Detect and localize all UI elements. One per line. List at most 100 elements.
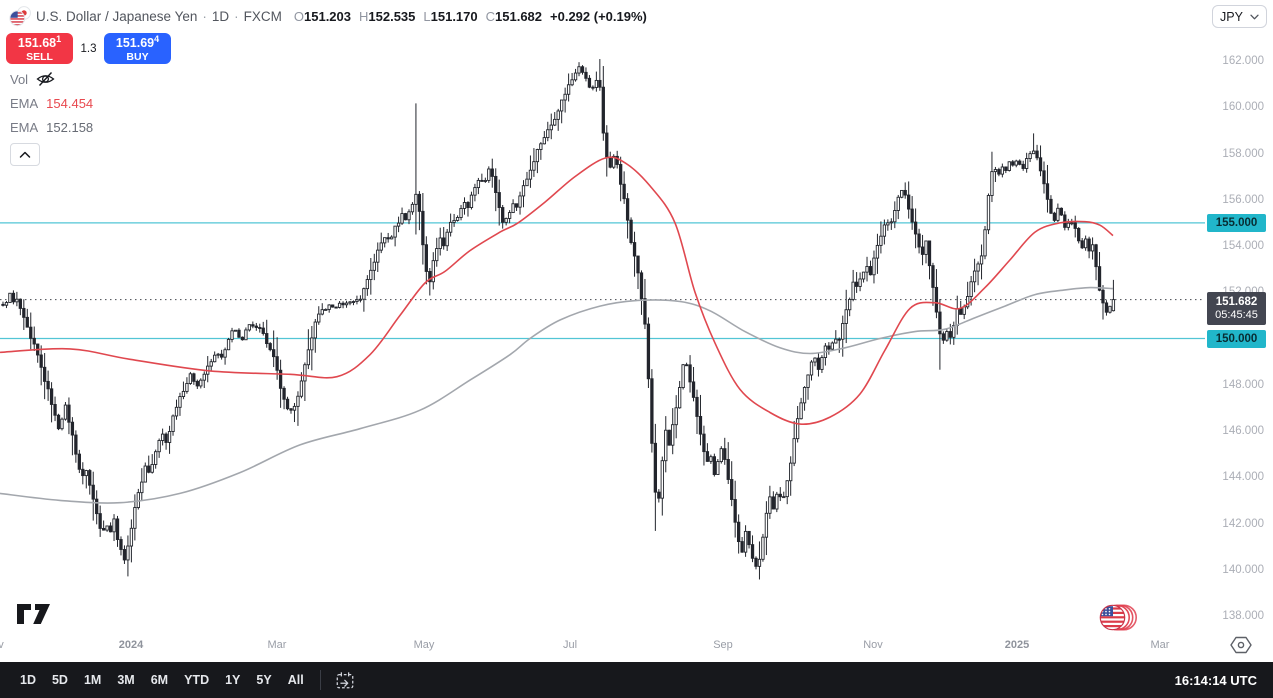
candle-body — [972, 270, 977, 283]
buy-button[interactable]: 151.694 BUY — [104, 33, 171, 64]
range-button-6m[interactable]: 6M — [150, 673, 169, 687]
ema-slow-legend[interactable]: EMA 152.158 — [10, 120, 93, 135]
candle-body — [299, 380, 304, 397]
candle-body — [830, 342, 834, 350]
candle-body — [452, 219, 456, 223]
candle-body — [164, 433, 168, 443]
candle-body — [622, 183, 626, 200]
collapse-legend-button[interactable] — [10, 143, 40, 166]
range-button-1d[interactable]: 1D — [20, 673, 36, 687]
candle-body — [497, 192, 501, 208]
price-tick-154.000: 154.000 — [1222, 240, 1264, 252]
candle-body — [292, 405, 297, 411]
candle-body — [240, 336, 245, 341]
candle-body — [285, 398, 290, 410]
candle-body — [625, 198, 630, 221]
buy-button-label: BUY — [126, 51, 149, 64]
candle-body — [147, 465, 151, 473]
candle-body — [407, 211, 411, 221]
bottom-toolbar: 1D 5D 1M 3M 6M YTD 1Y 5Y All 16:14:14 UTC — [0, 662, 1273, 698]
price-tick-146.000: 146.000 — [1222, 425, 1264, 437]
candle-body — [990, 171, 994, 196]
candle-body — [140, 481, 144, 494]
candle-body — [834, 338, 838, 344]
candle-body — [664, 429, 668, 462]
trade-panel: 151.681 SELL 1.3 151.694 BUY — [6, 33, 171, 64]
volume-label: Vol — [10, 71, 29, 87]
range-button-5y[interactable]: 5Y — [256, 673, 272, 687]
candle-body — [750, 544, 755, 559]
ema-fast-value: 154.454 — [46, 96, 94, 111]
candle-body — [181, 390, 186, 397]
settings-icon[interactable] — [1228, 633, 1254, 657]
candle-body — [938, 311, 942, 335]
candle-body — [455, 217, 460, 221]
candle-body — [775, 493, 779, 510]
us-flag-rings-logo — [1099, 604, 1137, 631]
candle-body — [1059, 207, 1064, 216]
interval-label[interactable]: 1D — [211, 8, 230, 24]
candle-body — [1052, 212, 1057, 221]
candle-body — [442, 237, 446, 247]
candle-body — [903, 189, 907, 196]
candle-body — [1049, 198, 1053, 214]
price-tick-160.000: 160.000 — [1222, 101, 1264, 114]
open-value: 151.203 — [304, 8, 351, 24]
candle-body — [598, 79, 602, 88]
candle-body — [268, 343, 272, 351]
candle-body — [310, 337, 314, 351]
candle-body — [157, 440, 161, 453]
sell-button[interactable]: 151.681 SELL — [6, 33, 73, 64]
candle-body — [480, 179, 484, 182]
range-button-3m[interactable]: 3M — [117, 673, 135, 687]
visibility-off-icon[interactable] — [36, 71, 55, 87]
candle-body — [639, 272, 644, 300]
price-tick-148.000: 148.000 — [1222, 378, 1264, 391]
candle-body — [1021, 163, 1025, 169]
candle-body — [1011, 161, 1015, 166]
range-button-all[interactable]: All — [287, 673, 304, 687]
candle-body — [966, 296, 970, 308]
price-level-badge-155.000[interactable]: 155.000 — [1207, 213, 1266, 232]
candle-body — [1087, 238, 1091, 252]
symbol-name[interactable]: U.S. Dollar / Japanese Yen — [36, 8, 198, 24]
candle-body — [1000, 166, 1005, 175]
candle-body — [424, 244, 428, 272]
chart-canvas[interactable] — [0, 0, 1273, 662]
currency-dropdown[interactable]: JPY — [1212, 5, 1267, 28]
range-button-5d[interactable]: 5D — [51, 673, 68, 687]
candle-body — [872, 257, 876, 276]
candle-body — [29, 326, 33, 339]
candle-body — [816, 357, 821, 370]
candle-body — [275, 356, 279, 371]
candle-body — [317, 313, 321, 323]
candle-body — [4, 302, 9, 306]
tradingview-logo[interactable] — [16, 602, 52, 626]
candle-body — [1042, 170, 1046, 185]
utc-clock[interactable]: 16:14:14 UTC — [1174, 672, 1257, 688]
candle-body — [365, 279, 369, 290]
range-button-ytd[interactable]: YTD — [184, 673, 210, 687]
range-button-1m[interactable]: 1M — [83, 673, 102, 687]
range-button-1y[interactable]: 1Y — [225, 673, 241, 687]
go-to-date-button[interactable] — [329, 669, 361, 692]
price-level-badge-150.000[interactable]: 150.000 — [1207, 329, 1266, 348]
candle-body — [341, 302, 345, 306]
ema-fast-legend[interactable]: EMA 154.454 — [10, 96, 93, 111]
candle-body — [337, 302, 342, 308]
candle-body — [601, 86, 605, 134]
candle-body — [8, 292, 12, 303]
volume-legend[interactable]: Vol — [10, 71, 55, 87]
candle-body — [837, 338, 841, 341]
candle-body — [886, 222, 890, 226]
candle-body — [386, 237, 390, 240]
candle-body — [907, 194, 911, 210]
candle-body — [733, 499, 737, 523]
candle-body — [736, 521, 741, 543]
candle-body — [521, 185, 526, 197]
close-label: C — [485, 8, 496, 24]
symbol-header[interactable]: U.S. Dollar / Japanese Yen · 1D · FXCM O… — [8, 5, 647, 27]
last-price-badge[interactable]: 151.682 05:45:45 — [1207, 292, 1266, 326]
candle-body — [691, 381, 696, 398]
spread-value: 1.3 — [80, 42, 97, 55]
